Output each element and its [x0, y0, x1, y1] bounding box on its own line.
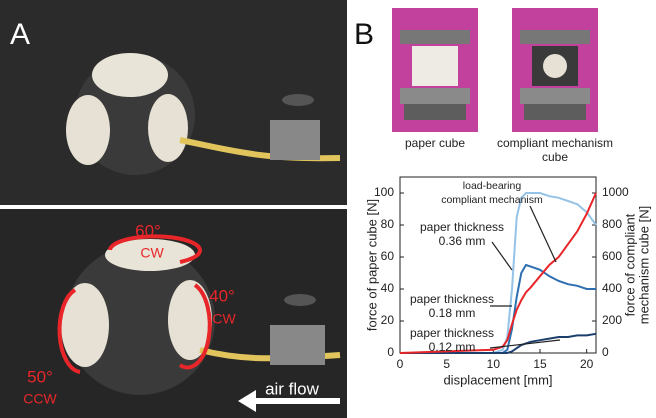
series-annotation: paper thickness	[420, 220, 504, 234]
rotation-label: 60°	[135, 221, 161, 240]
y2-tick-label: 0	[602, 345, 609, 359]
y2-axis-label: mechanism cube [N]	[636, 206, 651, 325]
annotation-arrow	[489, 339, 561, 349]
photo-caption: compliant mechanism	[497, 136, 613, 150]
series-annotation: compliant mechanism	[441, 194, 543, 206]
y2-tick-label: 800	[602, 217, 622, 231]
y-axis-label: force of paper cube [N]	[364, 199, 379, 331]
photo-caption: cube	[542, 150, 568, 164]
y2-tick-label: 200	[602, 313, 622, 327]
y-tick-label: 80	[381, 217, 395, 231]
y-tick-label: 40	[381, 281, 395, 295]
annotation-arrow	[491, 241, 513, 271]
photo-paper	[392, 8, 478, 132]
panel-label: B	[354, 18, 374, 51]
series-line	[399, 192, 597, 354]
x-tick-label: 0	[397, 357, 404, 371]
y-tick-label: 0	[387, 345, 394, 359]
x-tick-label: 5	[443, 357, 450, 371]
x-tick-label: 15	[533, 357, 547, 371]
photo-caption: paper cube	[405, 136, 465, 150]
series-annotation: 0.18 mm	[429, 306, 476, 320]
y-tick-label: 100	[374, 185, 394, 199]
rotation-label: CW	[212, 311, 236, 327]
series-annotation: load-bearing	[463, 180, 522, 192]
rotation-label: 50°	[27, 367, 53, 386]
y-tick-label: 20	[381, 313, 395, 327]
cube-bottom	[57, 234, 341, 412]
flow-label: air flow	[265, 379, 320, 398]
y2-tick-label: 600	[602, 249, 622, 263]
photo-compliant	[512, 8, 598, 132]
x-tick-label: 10	[487, 357, 501, 371]
y2-tick-label: 1000	[602, 185, 629, 199]
rotation-label: CCW	[23, 391, 57, 407]
x-tick-label: 20	[580, 357, 594, 371]
annotation-arrow	[529, 205, 557, 263]
series-annotation: paper thickness	[410, 326, 494, 340]
y2-axis-label: force of compliant	[622, 213, 637, 316]
y-tick-label: 60	[381, 249, 395, 263]
rotation-label: CW	[140, 245, 164, 261]
series-annotation: 0.12 mm	[429, 340, 476, 354]
rotation-label: 40°	[209, 286, 235, 305]
y2-tick-label: 400	[602, 281, 622, 295]
panel-label: A	[10, 18, 30, 51]
series-line	[400, 192, 597, 354]
x-axis-label: displacement [mm]	[443, 372, 552, 387]
series-annotation: 0.36 mm	[439, 234, 486, 248]
cube-top	[66, 53, 341, 175]
series-annotation: paper thickness	[410, 292, 494, 306]
